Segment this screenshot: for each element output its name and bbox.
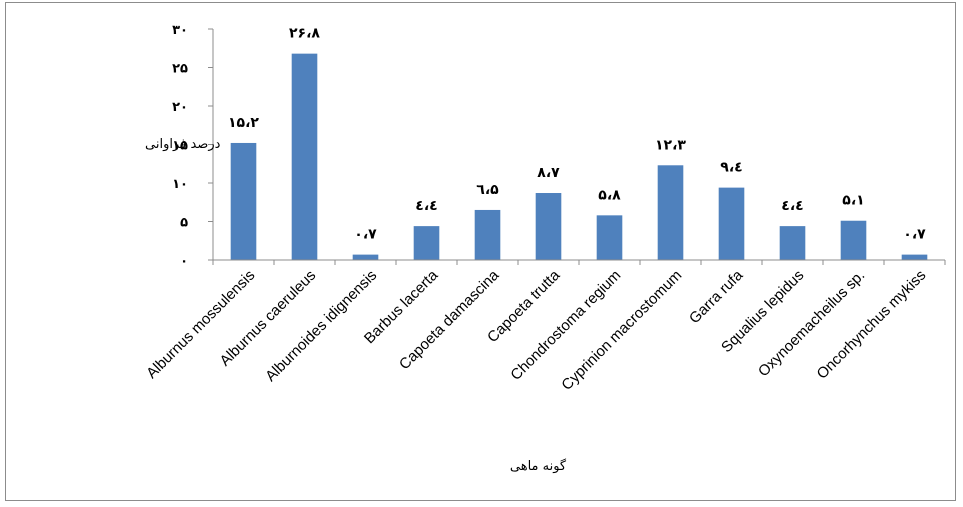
data-label: ٤،٤	[781, 198, 803, 214]
bar	[596, 215, 623, 260]
bar	[657, 165, 684, 260]
data-label: ۲۶،۸	[289, 26, 320, 42]
data-labels: ۱۵،۲ ۲۶،۸ ۰،۷ ٤،٤ ٦،۵ ۸،۷ ۵،۸ ۱۲،۳ ۹،٤ ٤،٤ ۵،۱ ۰،۷	[228, 26, 926, 243]
category-label: Capoeta damascina	[396, 266, 503, 373]
y-axis-title: درصد فراوانی	[145, 137, 221, 152]
bars	[230, 53, 928, 260]
bar	[535, 193, 562, 260]
y-tick-label: ۵	[180, 216, 188, 231]
data-label: ۵،۸	[598, 187, 621, 203]
bar	[901, 254, 928, 260]
bar	[352, 254, 379, 260]
category-label: Alburnus mossulensis	[143, 267, 258, 382]
y-tick-label: ۳۰	[172, 23, 188, 38]
bar	[840, 220, 867, 260]
category-label: Oxynoemacheilus sp.	[755, 267, 868, 380]
y-tick-label: ۲۰	[172, 100, 188, 115]
x-axis-title: گونه ماهی	[510, 458, 567, 474]
bar	[718, 187, 745, 260]
y-tick-label: ۰	[180, 254, 188, 269]
y-tick-label: ۱۵	[172, 139, 188, 154]
y-axis: ۰ ۵ ۱۰ ۱۵ ۲۰ ۲۵ ۳۰	[172, 23, 214, 269]
data-label: ۰،۷	[903, 227, 926, 243]
category-label: Chondrostoma regium	[507, 267, 624, 384]
category-label: Alburnoides idignensis	[262, 267, 380, 385]
category-label: Garra rufa	[686, 266, 747, 327]
bar	[779, 226, 806, 260]
data-label: ۹،٤	[720, 160, 742, 176]
data-label: ۵،۱	[842, 193, 864, 209]
y-tick-label: ۱۰	[172, 177, 188, 192]
bar	[291, 53, 318, 260]
data-label: ۱۵،۲	[228, 115, 259, 131]
data-label: ٦،۵	[476, 182, 499, 198]
bar	[474, 209, 501, 260]
category-label: Cyprinion macrostomum	[558, 267, 685, 394]
bar	[230, 142, 257, 260]
category-label: Oncorhynchus mykiss	[814, 267, 930, 383]
data-label: ۰،۷	[354, 227, 377, 243]
y-tick-label: ۲۵	[172, 62, 188, 77]
data-label: ۸،۷	[537, 165, 560, 181]
data-label: ۱۲،۳	[655, 137, 686, 153]
bar	[413, 226, 440, 260]
x-axis	[212, 259, 946, 265]
data-label: ٤،٤	[415, 198, 437, 214]
